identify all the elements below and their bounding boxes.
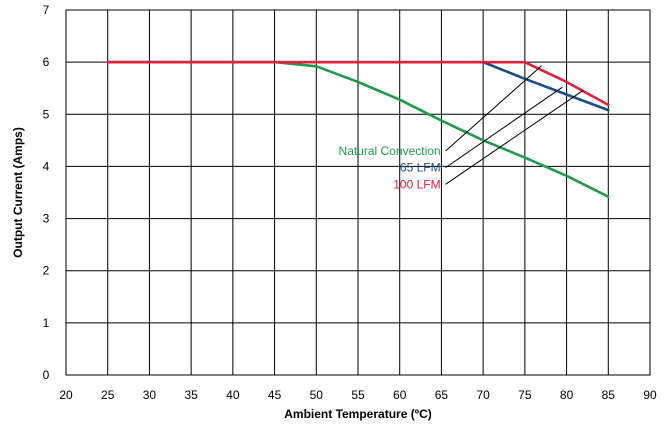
x-tick-label: 35: [184, 388, 198, 402]
x-tick-label: 25: [101, 388, 115, 402]
x-tick-label: 70: [476, 388, 490, 402]
y-tick-label: 4: [43, 159, 50, 173]
annotation-label: Natural Convection: [339, 144, 441, 158]
y-tick-label: 1: [43, 316, 50, 330]
x-tick-labels: 20 25 30 35 40 45 50 55 60 65 70 75 80 85 90: [59, 388, 657, 402]
y-tick-label: 2: [43, 264, 50, 278]
annotation-leader-2: [445, 89, 584, 185]
x-tick-label: 50: [310, 388, 324, 402]
x-tick-label: 30: [143, 388, 157, 402]
x-tick-label: 55: [351, 388, 365, 402]
series-lines: [106, 60, 610, 198]
annotation-leader-0: [445, 65, 542, 152]
y-tick-label: 3: [43, 212, 50, 226]
x-axis-title: Ambient Temperature (ºC): [284, 407, 432, 421]
annotation-label: 100 LFM: [393, 177, 440, 191]
x-tick-label: 45: [268, 388, 282, 402]
annotation-label: 65 LFM: [400, 161, 441, 175]
y-tick-label: 6: [43, 55, 50, 69]
y-tick-label: 0: [43, 368, 50, 382]
plot-frame: [65, 9, 651, 376]
annotation-leader-1: [445, 86, 563, 169]
x-tick-label: 85: [602, 388, 616, 402]
x-tick-label: 75: [518, 388, 532, 402]
y-tick-labels: 0 1 2 3 4 5 6 7: [43, 3, 50, 382]
y-tick-label: 7: [43, 3, 50, 17]
x-tick-label: 90: [643, 388, 657, 402]
y-tick-label: 5: [43, 107, 50, 121]
x-tick-label: 40: [226, 388, 240, 402]
x-tick-label: 60: [393, 388, 407, 402]
x-tick-label: 20: [59, 388, 73, 402]
series-line-0: [106, 60, 610, 198]
annotations: Natural Convection 65 LFM 100 LFM: [339, 65, 584, 191]
x-tick-label: 80: [560, 388, 574, 402]
y-axis-title: Output Current (Amps): [11, 127, 25, 258]
series-line-2: [106, 60, 610, 107]
x-tick-label: 65: [435, 388, 449, 402]
grid: [65, 9, 651, 376]
